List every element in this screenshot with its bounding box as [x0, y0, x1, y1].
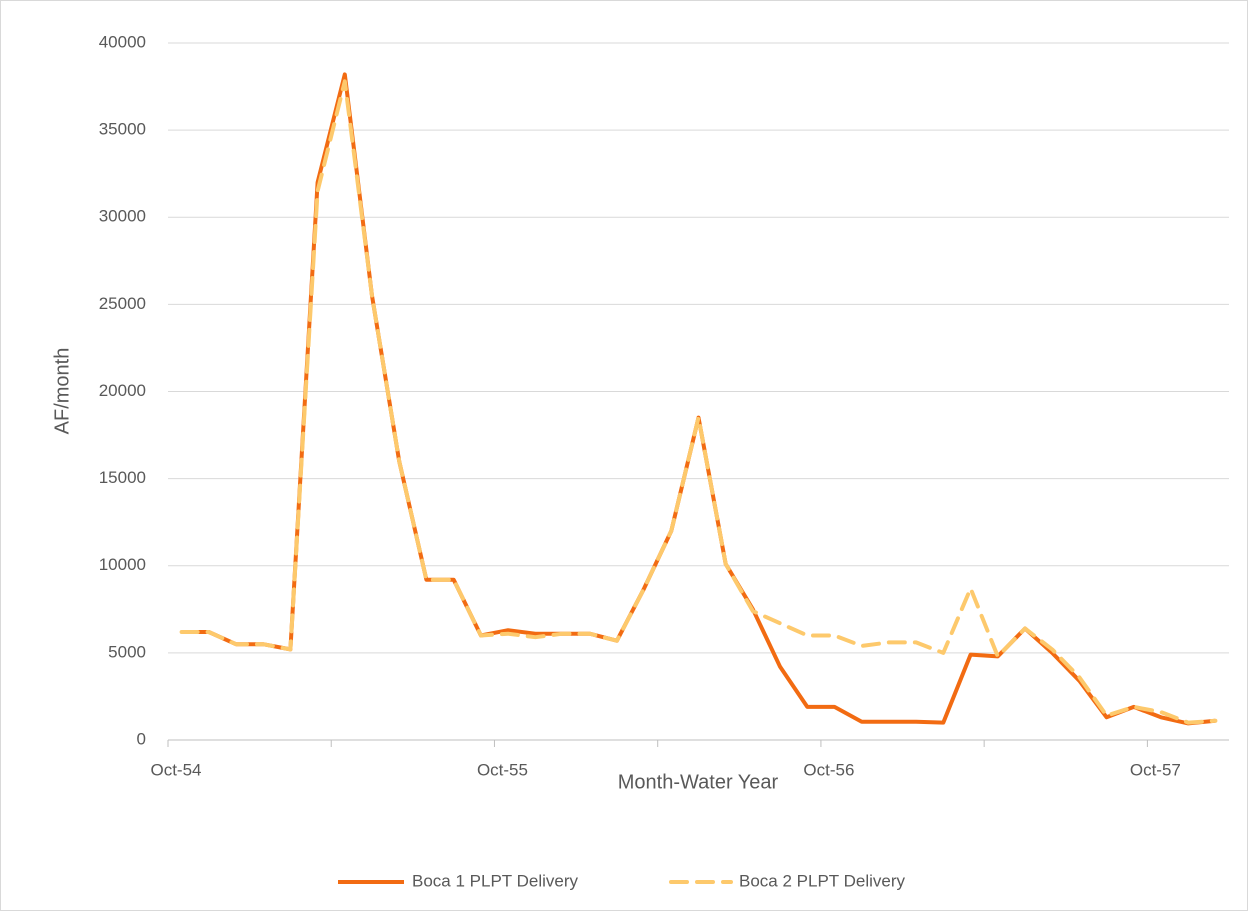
y-tick-label: 25000: [99, 294, 146, 313]
y-tick-label: 30000: [99, 207, 146, 226]
series-line: [179, 79, 1218, 725]
y-axis-title: AF/month: [51, 348, 73, 435]
y-tick-label: 40000: [99, 32, 146, 51]
x-tick-label: Oct-54: [150, 760, 201, 779]
y-tick-label: 0: [137, 729, 146, 748]
y-tick-label: 35000: [99, 120, 146, 139]
x-tick-label: Oct-55: [477, 760, 528, 779]
y-tick-label: 15000: [99, 468, 146, 487]
y-tick-label: 10000: [99, 555, 146, 574]
x-axis-title: Month-Water Year: [618, 771, 779, 793]
legend-label: Boca 2 PLPT Delivery: [739, 871, 905, 890]
legend-label: Boca 1 PLPT Delivery: [412, 871, 578, 890]
y-tick-label: 5000: [108, 642, 146, 661]
y-tick-label: 20000: [99, 381, 146, 400]
x-tick-label: Oct-57: [1130, 760, 1181, 779]
x-tick-label: Oct-56: [803, 760, 854, 779]
